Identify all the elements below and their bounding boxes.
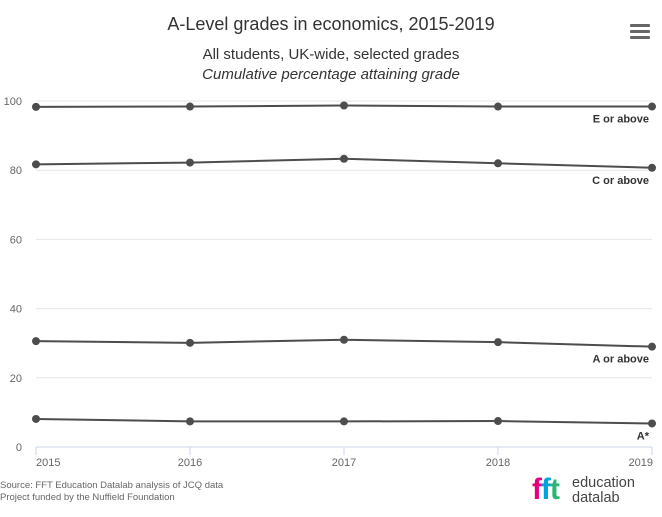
data-point: [32, 414, 40, 423]
data-point: [186, 102, 194, 111]
hamburger-menu-icon[interactable]: [630, 24, 650, 40]
data-point: [494, 102, 502, 111]
logo-wordmark: education datalab: [572, 476, 635, 506]
logo-word: datalab: [572, 490, 620, 506]
chart-subtitle: All students, UK-wide, selected grades: [202, 46, 460, 63]
data-point: [186, 417, 194, 426]
y-tick-label: 60: [10, 234, 22, 246]
series-label: E or above: [593, 114, 649, 126]
x-tick-label: 2019: [629, 457, 653, 469]
x-tick-label: 2015: [36, 457, 60, 469]
chart-subtitle-italic: Cumulative percentage attaining grade: [202, 66, 460, 83]
data-point: [186, 158, 194, 167]
series-label: A*: [637, 430, 650, 442]
series-label: C or above: [592, 175, 649, 187]
fft-datalab-logo: fft education datalab: [532, 474, 662, 508]
source-note: Source: FFT Education Datalab analysis o…: [0, 480, 223, 504]
menu-bar: [630, 36, 650, 39]
y-tick-label: 20: [10, 373, 22, 385]
data-point: [340, 417, 348, 426]
data-point: [494, 338, 502, 347]
y-tick-label: 0: [16, 442, 22, 454]
data-point: [494, 159, 502, 168]
data-point: [32, 160, 40, 169]
logo-letter: f: [532, 473, 542, 506]
y-tick-label: 80: [10, 165, 22, 177]
funding-line: Project funded by the Nuffield Foundatio…: [0, 492, 175, 503]
data-point: [648, 342, 656, 351]
logo-word: education: [572, 475, 635, 491]
data-point: [494, 417, 502, 426]
logo-letter: t: [550, 473, 560, 506]
series-label: A or above: [593, 354, 649, 366]
data-point: [648, 419, 656, 428]
data-point: [648, 102, 656, 111]
logo-mark: fft: [532, 473, 560, 506]
data-point: [340, 101, 348, 110]
chart-title: A-Level grades in economics, 2015-2019: [167, 14, 495, 34]
y-tick-label: 40: [10, 304, 22, 316]
data-point: [648, 163, 656, 172]
data-point: [340, 154, 348, 163]
data-point: [32, 102, 40, 111]
data-point: [186, 338, 194, 347]
logo-letter: f: [541, 473, 551, 506]
data-point: [340, 335, 348, 344]
x-tick-label: 2017: [332, 457, 356, 469]
x-tick-label: 2018: [486, 457, 510, 469]
x-tick-label: 2016: [178, 457, 202, 469]
menu-bar: [630, 24, 650, 27]
y-tick-label: 100: [4, 96, 22, 108]
data-point: [32, 337, 40, 346]
menu-bar: [630, 30, 650, 33]
source-line: Source: FFT Education Datalab analysis o…: [0, 480, 224, 491]
